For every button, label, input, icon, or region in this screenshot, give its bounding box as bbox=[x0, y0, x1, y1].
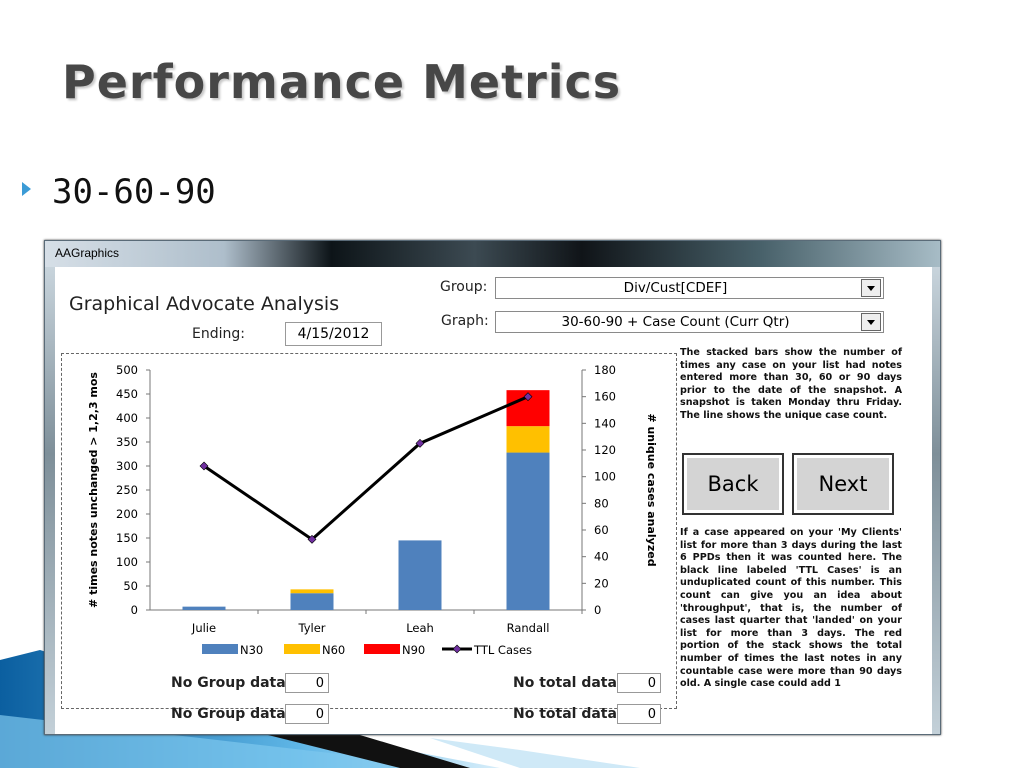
slide-title: Performance Metrics bbox=[62, 55, 622, 109]
legend-label-ttl-cases: TTL Cases bbox=[473, 643, 532, 657]
y-axis-title: # times notes unchanged > 1,2,3 mos bbox=[87, 372, 100, 608]
x-tick-label: Randall bbox=[507, 621, 550, 635]
y-tick-label: 150 bbox=[116, 531, 138, 545]
y2-axis-title: # unique cases analyzed bbox=[645, 413, 658, 566]
ending-label: Ending: bbox=[192, 326, 245, 342]
bar-n30-leah bbox=[398, 540, 442, 610]
legend-swatch-n90 bbox=[364, 644, 400, 654]
ttl-cases-point bbox=[415, 438, 425, 448]
y2-tick-label: 100 bbox=[594, 470, 616, 484]
y2-tick-label: 0 bbox=[594, 603, 601, 617]
chart-description: The stacked bars show the number of time… bbox=[680, 347, 902, 421]
y-tick-label: 50 bbox=[123, 579, 138, 593]
ttl-cases-point bbox=[523, 392, 533, 402]
total-data-field[interactable]: 0 bbox=[617, 704, 661, 724]
ttl-cases-point bbox=[307, 534, 317, 544]
y-tick-label: 400 bbox=[116, 411, 138, 425]
y2-tick-label: 120 bbox=[594, 443, 616, 457]
y-tick-label: 450 bbox=[116, 387, 138, 401]
legend-label-n90: N90 bbox=[402, 643, 425, 657]
next-button[interactable]: Next bbox=[792, 453, 894, 515]
app-title: Graphical Advocate Analysis bbox=[69, 293, 340, 315]
bar-n30-randall bbox=[506, 452, 550, 610]
window-frame-left bbox=[45, 267, 55, 734]
chart-area: 0 50 100 150 200 250 300 350 400 450 500 0 20 40 60 80 1… bbox=[61, 353, 677, 709]
legend-marker-ttl-cases bbox=[452, 644, 462, 654]
total-data-field[interactable]: 0 bbox=[617, 673, 661, 693]
chevron-down-icon[interactable] bbox=[861, 279, 881, 297]
y2-tick-label: 40 bbox=[594, 550, 609, 564]
y2-tick-label: 80 bbox=[594, 496, 609, 510]
legend-swatch-n60 bbox=[284, 644, 320, 654]
group-label: Group: bbox=[440, 279, 488, 295]
x-tick-label: Leah bbox=[406, 621, 434, 635]
y-tick-label: 350 bbox=[116, 435, 138, 449]
ttl-cases-point bbox=[199, 461, 209, 471]
window-body: Graphical Advocate Analysis Ending: 4/15… bbox=[55, 267, 932, 734]
chevron-down-icon[interactable] bbox=[861, 313, 881, 331]
no-total-data-label: No total data bbox=[513, 706, 617, 722]
graph-select[interactable]: 30-60-90 + Case Count (Curr Qtr) bbox=[495, 311, 884, 333]
app-window: AAGraphics Graphical Advocate Analysis E… bbox=[44, 240, 941, 735]
ttl-cases-line bbox=[203, 395, 529, 542]
y-tick-label: 200 bbox=[116, 507, 138, 521]
window-title: AAGraphics bbox=[55, 246, 120, 260]
y2-tick-label: 160 bbox=[594, 390, 616, 404]
y-tick-label: 100 bbox=[116, 555, 138, 569]
group-data-field[interactable]: 0 bbox=[285, 704, 329, 724]
window-titlebar[interactable]: AAGraphics bbox=[45, 241, 940, 267]
no-total-data-label: No total data bbox=[513, 675, 617, 691]
bar-n30-julie bbox=[182, 606, 226, 610]
bar-n60-randall bbox=[506, 426, 550, 453]
y-tick-label: 300 bbox=[116, 459, 138, 473]
group-data-field[interactable]: 0 bbox=[285, 673, 329, 693]
window-frame-right bbox=[932, 267, 940, 734]
group-select-value: Div/Cust[CDEF] bbox=[623, 280, 728, 296]
graph-select-value: 30-60-90 + Case Count (Curr Qtr) bbox=[561, 314, 790, 330]
bar-n30-tyler bbox=[290, 593, 334, 610]
back-button[interactable]: Back bbox=[682, 453, 784, 515]
bar-n60-tyler bbox=[290, 589, 334, 594]
y2-tick-label: 60 bbox=[594, 523, 609, 537]
legend-swatch-n30 bbox=[202, 644, 238, 654]
legend-label-n30: N30 bbox=[240, 643, 263, 657]
legend-label-n60: N60 bbox=[322, 643, 345, 657]
x-tick-label: Tyler bbox=[297, 621, 325, 635]
y-tick-label: 0 bbox=[131, 603, 138, 617]
bullet-arrow-icon bbox=[22, 182, 31, 196]
chart-svg: 0 50 100 150 200 250 300 350 400 450 500 0 20 40 60 80 1… bbox=[87, 363, 658, 657]
x-tick-label: Julie bbox=[191, 621, 216, 635]
y2-tick-label: 180 bbox=[594, 363, 616, 377]
y2-tick-label: 140 bbox=[594, 416, 616, 430]
y-tick-label: 500 bbox=[116, 363, 138, 377]
no-group-data-label: No Group data bbox=[171, 706, 286, 722]
y-tick-label: 250 bbox=[116, 483, 138, 497]
ending-date-field[interactable]: 4/15/2012 bbox=[285, 322, 382, 346]
group-select[interactable]: Div/Cust[CDEF] bbox=[495, 277, 884, 299]
bullet-text: 30-60-90 bbox=[52, 172, 216, 212]
graph-label: Graph: bbox=[441, 313, 489, 329]
no-group-data-label: No Group data bbox=[171, 675, 286, 691]
y2-tick-label: 20 bbox=[594, 576, 609, 590]
count-description: If a case appeared on your 'My Clients' … bbox=[680, 527, 902, 690]
